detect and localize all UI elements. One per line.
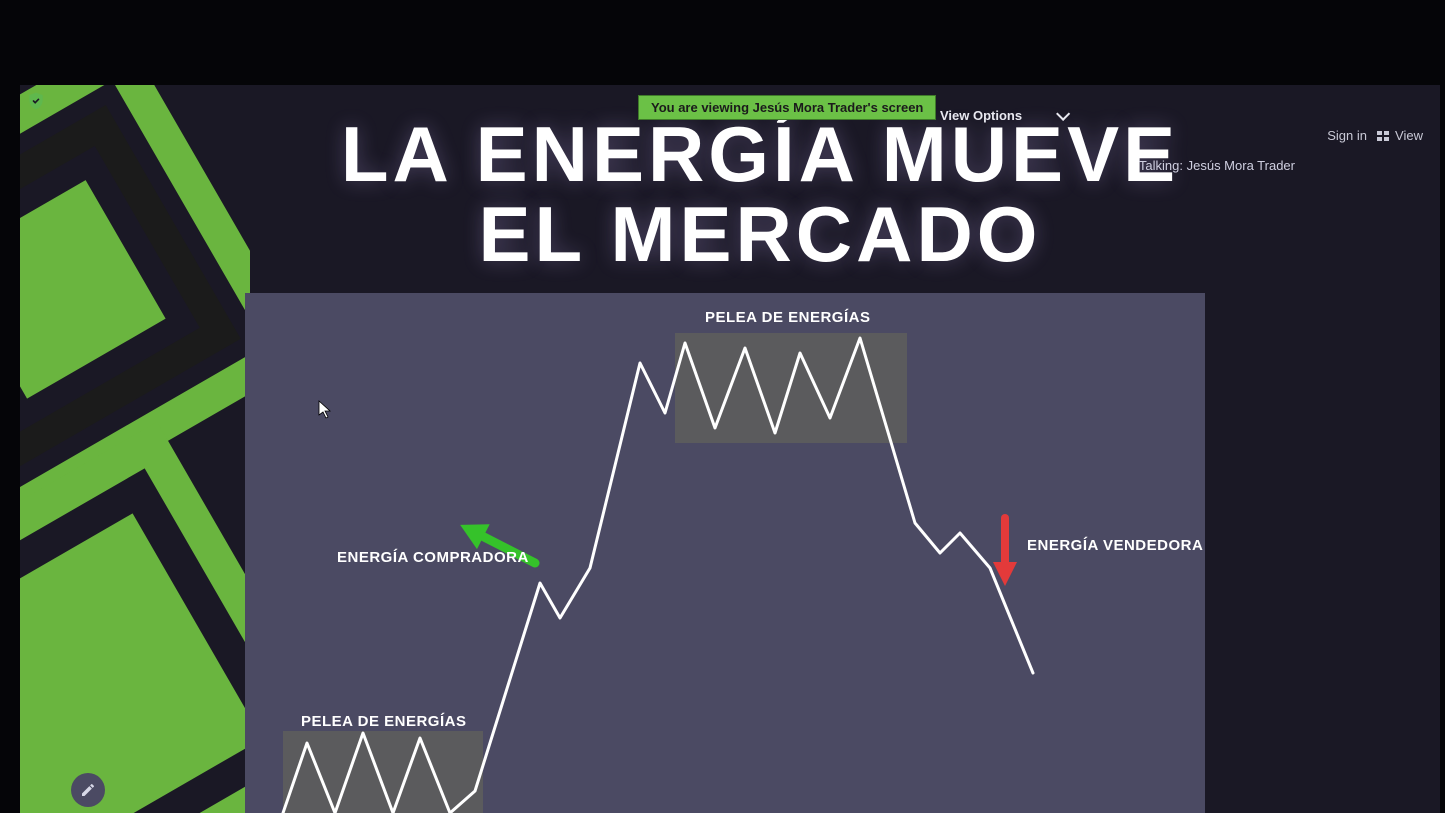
bottom-consolidation-box: [283, 731, 483, 813]
pencil-icon: [80, 782, 96, 798]
bottom-consolidation-label: PELEA DE ENERGÍAS: [301, 713, 466, 730]
view-options-label: View Options: [940, 108, 1022, 123]
view-button-label: View: [1395, 128, 1423, 143]
talking-indicator: Talking: Jesús Mora Trader: [1139, 158, 1295, 173]
edit-button[interactable]: [71, 773, 105, 807]
sign-in-link[interactable]: Sign in: [1327, 128, 1367, 143]
slide-decoration: [20, 85, 250, 813]
top-consolidation-label: PELEA DE ENERGÍAS: [705, 309, 870, 326]
up-arrow-icon: [454, 512, 542, 575]
presentation-screen: LA ENERGÍA MUEVE EL MERCADO PELEA DE ENE…: [20, 85, 1440, 813]
view-options-dropdown[interactable]: View Options: [940, 108, 1066, 123]
buyer-energy-label: ENERGÍA COMPRADORA: [337, 549, 529, 566]
slide-title: LA ENERGÍA MUEVE EL MERCADO: [300, 115, 1220, 274]
shield-icon: [26, 91, 46, 111]
down-arrow-icon: [993, 518, 1017, 586]
view-button[interactable]: View: [1377, 128, 1423, 143]
screen-share-banner: You are viewing Jesús Mora Trader's scre…: [638, 95, 936, 120]
top-consolidation-box: [675, 333, 907, 443]
chart-panel: PELEA DE ENERGÍAS PELEA DE ENERGÍAS ENER…: [245, 293, 1205, 813]
seller-energy-label: ENERGÍA VENDEDORA: [1027, 537, 1203, 554]
grid-icon: [1377, 131, 1389, 141]
